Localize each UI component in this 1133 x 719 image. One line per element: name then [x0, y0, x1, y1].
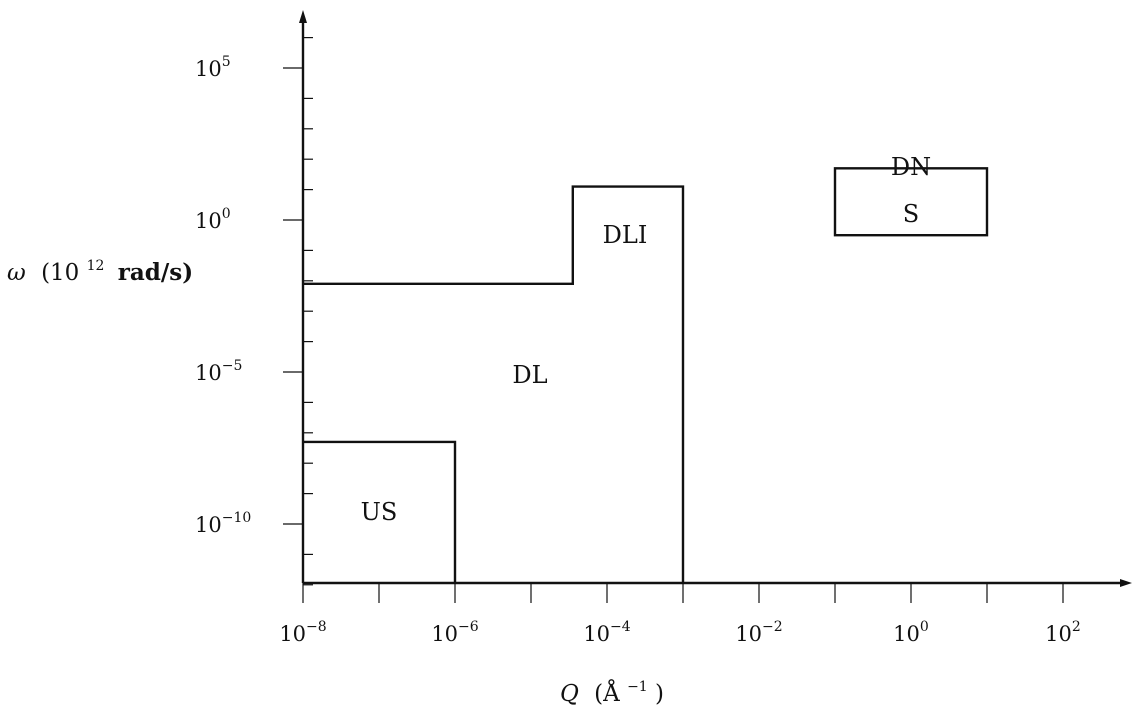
y-tick-label: 105 [195, 54, 231, 81]
region-label-dl: DL [512, 361, 547, 389]
y-axis-arrow [299, 10, 307, 23]
y-tick-labels: 10−10 10−5 100 105 [195, 54, 251, 537]
x-tick-label: 10−4 [583, 619, 630, 646]
x-tick-label: 10−6 [431, 619, 478, 646]
x-tick-label: 10−8 [279, 619, 326, 646]
region-dns-box [833, 167, 989, 237]
region-labels: US DL DLI DN S [361, 153, 931, 526]
x-axis-title: Q (Å −1 ) [560, 671, 664, 707]
region-dl-dli-boundary [303, 185, 685, 583]
x-axis-arrow [1120, 579, 1132, 587]
regions [303, 167, 989, 583]
region-us-boundary [303, 440, 457, 583]
x-tick-label: 100 [893, 619, 929, 646]
y-axis-title: ω (10 12 rad/s) [7, 250, 193, 286]
x-tick-labels: 10−8 10−6 10−4 10−2 100 102 [279, 619, 1081, 646]
region-label-dli: DLI [603, 221, 648, 249]
region-label-dn: DN [891, 153, 931, 181]
y-tick-label: 10−10 [195, 510, 251, 537]
y-tick-label: 10−5 [195, 358, 242, 385]
region-label-us: US [361, 498, 398, 526]
x-tick-label: 102 [1045, 619, 1081, 646]
y-tick-label: 100 [195, 206, 231, 233]
region-label-s: S [903, 200, 919, 228]
x-tick-label: 10−2 [735, 619, 782, 646]
axis-ticks [283, 36, 1064, 603]
